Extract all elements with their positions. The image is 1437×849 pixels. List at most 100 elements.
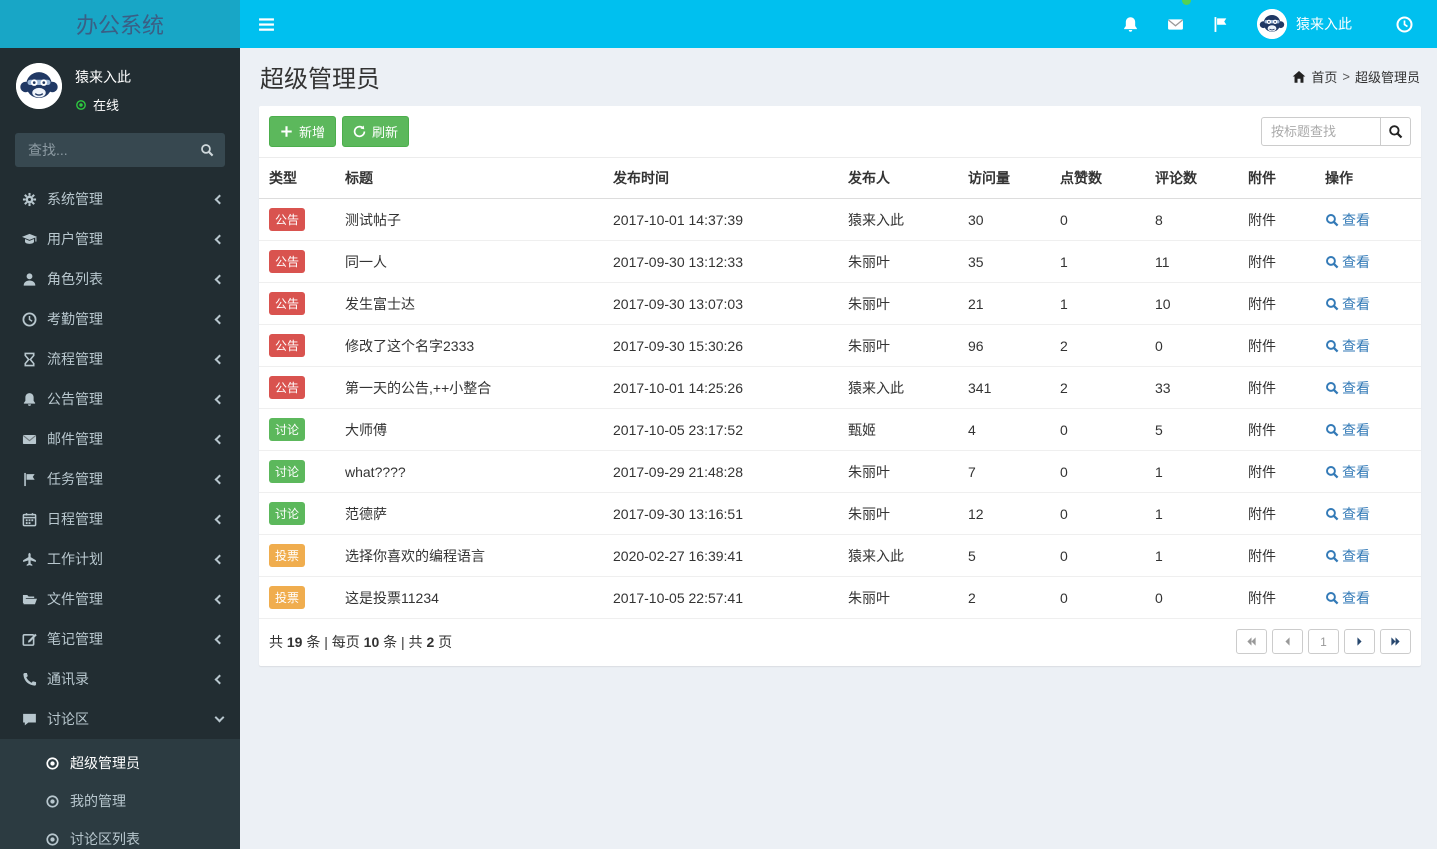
title-search-input[interactable]	[1261, 117, 1381, 146]
prev-page-button[interactable]	[1272, 629, 1303, 654]
post-time: 2017-10-01 14:37:39	[603, 198, 838, 241]
page-title: 超级管理员	[260, 66, 380, 93]
column-header: 访问量	[958, 157, 1050, 199]
column-header: 点赞数	[1050, 157, 1145, 199]
add-button[interactable]: 新增	[269, 116, 337, 147]
post-attachment: 附件	[1238, 366, 1315, 409]
view-button[interactable]: 查看	[1325, 462, 1370, 482]
column-header: 附件	[1238, 157, 1315, 199]
view-button[interactable]: 查看	[1325, 588, 1370, 608]
sidebar-item-mail-management[interactable]: 邮件管理	[0, 419, 240, 459]
sidebar-item-system-management[interactable]: 系统管理	[0, 179, 240, 219]
view-button[interactable]: 查看	[1325, 294, 1370, 314]
tasks-button[interactable]	[1198, 0, 1243, 48]
breadcrumb: 首页 > 超级管理员	[1292, 67, 1420, 86]
clock-button[interactable]	[1382, 0, 1427, 48]
post-time: 2017-09-30 13:12:33	[603, 240, 838, 283]
breadcrumb-home-link[interactable]: 首页	[1311, 70, 1338, 85]
post-title: 第一天的公告,++小整合	[335, 366, 603, 409]
chevron-icon	[214, 434, 225, 444]
chevron-icon	[214, 274, 225, 284]
chevron-icon	[214, 554, 225, 564]
next-page-button[interactable]	[1344, 629, 1375, 654]
clock-icon	[20, 312, 38, 327]
view-button[interactable]: 查看	[1325, 420, 1370, 440]
last-page-button[interactable]	[1380, 629, 1411, 654]
post-views: 21	[958, 282, 1050, 325]
sidebar-item-work-plan[interactable]: 工作计划	[0, 539, 240, 579]
table-row: 讨论 大师傅 2017-10-05 23:17:52 甄姬 4 0 5 附件	[259, 408, 1421, 451]
view-button[interactable]: 查看	[1325, 210, 1370, 230]
sidebar-item-attendance[interactable]: 考勤管理	[0, 299, 240, 339]
sidebar-item-file-management[interactable]: 文件管理	[0, 579, 240, 619]
type-badge: 公告	[269, 250, 306, 273]
app-logo[interactable]: 办公系统	[0, 0, 240, 48]
sidebar-subitem-my-management[interactable]: 我的管理	[0, 782, 240, 820]
type-badge: 投票	[269, 544, 306, 567]
search-icon	[1325, 381, 1339, 395]
type-badge: 公告	[269, 292, 306, 315]
user-status-label: 在线	[93, 98, 120, 113]
sidebar-menu: 系统管理 用户管理 角色列表 考勤管理 流程管理 公告管理	[0, 179, 240, 739]
refresh-button-label: 刷新	[372, 125, 399, 140]
refresh-button[interactable]: 刷新	[342, 116, 410, 147]
sidebar-item-user-management[interactable]: 用户管理	[0, 219, 240, 259]
content-panel: 新增 刷新	[259, 106, 1421, 666]
post-comments: 5	[1145, 408, 1238, 451]
sidebar-item-forum[interactable]: 讨论区	[0, 699, 240, 739]
post-author: 朱丽叶	[838, 324, 958, 367]
notifications-button[interactable]	[1108, 0, 1153, 48]
hamburger-icon	[258, 16, 275, 33]
chevron-icon	[214, 674, 225, 684]
sidebar-item-schedule[interactable]: 日程管理	[0, 499, 240, 539]
view-button[interactable]: 查看	[1325, 546, 1370, 566]
post-time: 2017-09-29 21:48:28	[603, 450, 838, 493]
view-button[interactable]: 查看	[1325, 378, 1370, 398]
add-button-label: 新增	[299, 125, 326, 140]
post-author: 甄姬	[838, 408, 958, 451]
title-search-button[interactable]	[1381, 117, 1411, 146]
type-badge: 讨论	[269, 460, 306, 483]
post-title: 选择你喜欢的编程语言	[335, 534, 603, 577]
view-button[interactable]: 查看	[1325, 336, 1370, 356]
sidebar-item-contacts[interactable]: 通讯录	[0, 659, 240, 699]
sidebar-search-button[interactable]	[193, 136, 221, 164]
sidebar-subitem-super-admin[interactable]: 超级管理员	[0, 744, 240, 782]
post-comments: 10	[1145, 282, 1238, 325]
messages-button[interactable]	[1153, 0, 1198, 48]
pager-prev-icon	[1282, 636, 1293, 647]
online-status-icon	[75, 99, 87, 111]
sidebar-user-panel: 猿来入此 在线	[0, 48, 240, 124]
view-button[interactable]: 查看	[1325, 504, 1370, 524]
first-page-button[interactable]	[1236, 629, 1267, 654]
post-views: 7	[958, 450, 1050, 493]
table-row: 公告 第一天的公告,++小整合 2017-10-01 14:25:26 猿来入此…	[259, 366, 1421, 409]
pager-last-icon	[1390, 636, 1401, 647]
user-menu[interactable]: 猿来入此	[1243, 0, 1366, 48]
post-attachment: 附件	[1238, 576, 1315, 619]
sidebar-submenu: 超级管理员 我的管理 讨论区列表	[0, 739, 240, 849]
post-time: 2017-09-30 13:16:51	[603, 492, 838, 535]
sidebar-search-input[interactable]	[15, 133, 225, 167]
post-attachment: 附件	[1238, 408, 1315, 451]
panel-footer: 共 19 条 | 每页 10 条 | 共 2 页 1	[259, 619, 1421, 666]
post-attachment: 附件	[1238, 282, 1315, 325]
envelope-icon	[20, 432, 38, 447]
sidebar-item-workflow[interactable]: 流程管理	[0, 339, 240, 379]
post-attachment: 附件	[1238, 198, 1315, 241]
table-row: 公告 发生富士达 2017-09-30 13:07:03 朱丽叶 21 1 10…	[259, 282, 1421, 325]
sidebar-subitem-forum-list[interactable]: 讨论区列表	[0, 820, 240, 849]
sidebar-item-note-management[interactable]: 笔记管理	[0, 619, 240, 659]
sidebar-item-task-management[interactable]: 任务管理	[0, 459, 240, 499]
sidebar-item-role-list[interactable]: 角色列表	[0, 259, 240, 299]
top-bar: 办公系统	[0, 0, 1437, 48]
chevron-icon	[214, 234, 225, 244]
page-number-button[interactable]: 1	[1308, 629, 1339, 654]
navbar-right: 猿来入此	[1108, 0, 1437, 48]
post-author: 猿来入此	[838, 198, 958, 241]
sidebar-toggle-button[interactable]	[240, 0, 293, 48]
view-button[interactable]: 查看	[1325, 252, 1370, 272]
sidebar-item-announcement[interactable]: 公告管理	[0, 379, 240, 419]
post-likes: 0	[1050, 576, 1145, 619]
table-row: 讨论 what???? 2017-09-29 21:48:28 朱丽叶 7 0 …	[259, 450, 1421, 493]
